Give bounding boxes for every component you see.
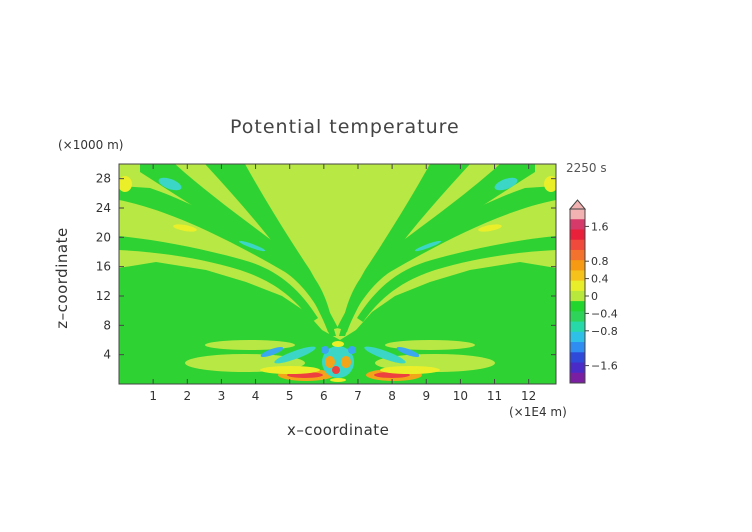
x-tick-label: 10: [453, 389, 468, 403]
colorbar-swatch: [570, 270, 585, 282]
x-axis-unit: (×1E4 m): [509, 405, 567, 419]
colorbar-swatch: [570, 331, 585, 343]
x-tick-label: 1: [149, 389, 157, 403]
colorbar-tick-label: 0.8: [591, 255, 609, 268]
x-tick-label: 7: [354, 389, 362, 403]
bottom-yellow-left: [260, 366, 320, 374]
mid-cyan-right: [414, 240, 442, 252]
source-yellow-bottom: [330, 378, 346, 382]
colorbar-swatch: [570, 372, 585, 384]
colorbar-swatch: [570, 229, 585, 241]
plot-area: [118, 163, 557, 385]
y-tick-label: 20: [96, 230, 111, 244]
x-tick-label: 3: [218, 389, 226, 403]
y-tick-label: 28: [96, 172, 111, 186]
colorbar-swatch: [570, 249, 585, 261]
cool-band-center-right: [339, 164, 470, 336]
source-red-1: [332, 366, 340, 374]
mid-yellow-left: [173, 224, 197, 232]
base-blue-left: [260, 347, 284, 357]
colorbar-swatch: [570, 239, 585, 251]
colorbar-tick-label: −0.4: [591, 307, 618, 320]
x-tick-label: 8: [388, 389, 396, 403]
y-axis: 4 8 12 16 20 24 28: [96, 172, 556, 362]
source-orange-1: [325, 356, 335, 368]
y-tick-label: 8: [103, 318, 111, 332]
colorbar-swatch: [570, 362, 585, 374]
colorbar-swatch: [570, 209, 585, 220]
y-tick-label: 12: [96, 289, 111, 303]
time-label: 2250 s: [566, 161, 607, 175]
y-axis-label: z–coordinate: [53, 227, 71, 329]
base-cyan-left: [274, 346, 316, 364]
y-tick-label: 24: [96, 201, 111, 215]
upper-cyan-right: [494, 177, 518, 191]
colorbar-swatch: [570, 219, 585, 230]
y-tick-label: 16: [96, 260, 111, 274]
cool-band-left-1: [119, 186, 338, 330]
x-tick-label: 11: [487, 389, 502, 403]
colorbar-swatch: [570, 301, 585, 312]
colorbar-tick-label: −0.8: [591, 325, 618, 338]
colorbar-swatch: [570, 260, 585, 271]
mid-yellow-right: [478, 224, 502, 232]
x-axis-label: x–coordinate: [287, 421, 390, 439]
colorbar-tick-label: 0: [591, 290, 598, 303]
base-cyan-right: [364, 346, 406, 364]
colorbar: 1.6 0.8 0.4 0 −0.4 −0.8 −1.6: [568, 199, 618, 384]
y-tick-label: 4: [103, 348, 111, 362]
base-blue-right: [396, 347, 420, 357]
x-tick-label: 12: [521, 389, 536, 403]
corner-yellow-right: [544, 176, 556, 192]
bottom-yellow-right: [380, 366, 440, 374]
x-tick-label: 6: [320, 389, 328, 403]
lower-warm-band-right2: [385, 340, 475, 350]
upper-cyan-left: [158, 177, 182, 191]
colorbar-swatch: [570, 342, 585, 353]
corner-yellow-left: [119, 176, 132, 192]
colorbar-tick-label: 0.4: [591, 273, 609, 286]
source-yellow-top: [332, 341, 344, 347]
x-tick-label: 4: [252, 389, 260, 403]
source-blue-2: [348, 346, 356, 354]
colorbar-swatch: [570, 311, 585, 323]
source-cyan: [322, 346, 354, 378]
source-orange-2: [341, 356, 351, 368]
cool-band-center-left: [205, 164, 336, 336]
x-tick-label: 5: [286, 389, 294, 403]
chart-title: Potential temperature: [230, 116, 460, 138]
contour-fields: [119, 164, 556, 382]
x-tick-label: 9: [422, 389, 430, 403]
x-axis: 1 2 3 4 5 6 7 8 9 10 11 12: [149, 164, 536, 403]
colorbar-swatch: [570, 321, 585, 333]
colorbar-swatch: [570, 280, 585, 292]
cool-band-right-3: [357, 236, 556, 322]
y-axis-unit: (×1000 m): [58, 138, 124, 152]
colorbar-tick-label: 1.6: [591, 220, 609, 233]
plot-frame: [118, 163, 557, 385]
central-dome: [297, 203, 381, 242]
colorbar-swatch: [570, 352, 585, 364]
x-tick-label: 2: [183, 389, 191, 403]
colorbar-top-arrow: [568, 199, 587, 210]
mid-cyan-left: [238, 240, 266, 252]
lower-warm-band-left2: [205, 340, 295, 350]
cool-band-right-1: [337, 186, 556, 330]
colorbar-tick-label: −1.6: [591, 360, 618, 373]
source-blue-1: [321, 346, 329, 354]
colorbar-swatch: [570, 290, 585, 302]
cool-band-left-3: [119, 236, 318, 322]
